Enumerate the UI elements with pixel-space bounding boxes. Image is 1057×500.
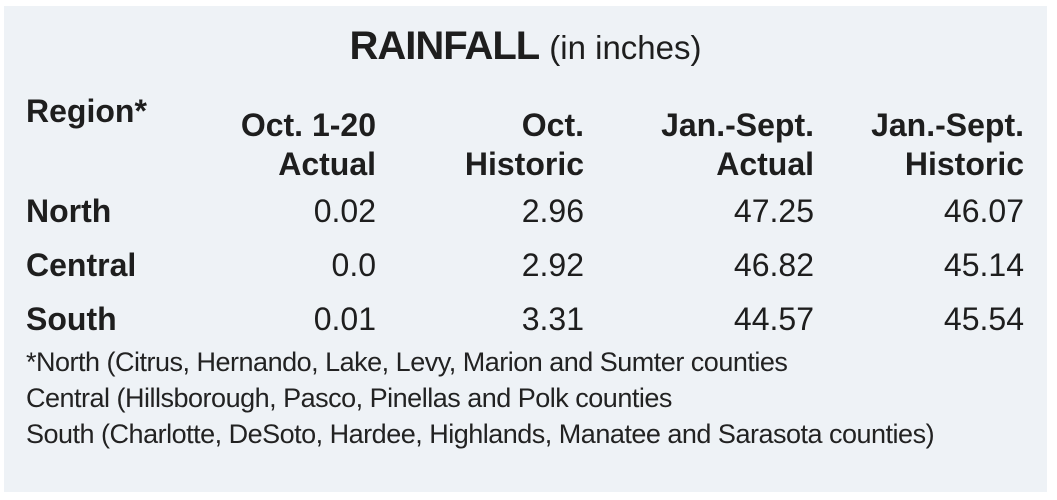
region-cell: North <box>26 193 112 229</box>
header-oct-historic: Oct. Historic <box>464 107 584 182</box>
footnotes: *North (Citrus, Hernando, Lake, Levy, Ma… <box>26 344 935 452</box>
oct-actual-cell: 0.02 <box>313 193 376 229</box>
table-row: North 0.02 2.96 47.25 46.07 <box>26 184 1024 238</box>
oct-actual-cell: 0.0 <box>331 247 376 283</box>
footnote-north: *North (Citrus, Hernando, Lake, Levy, Ma… <box>26 347 788 377</box>
jan-sept-actual-cell: 47.25 <box>733 193 814 229</box>
rainfall-table: Region* Oct. 1-20 Actual Oct. Historic J… <box>26 92 1024 346</box>
title-units: (in inches) <box>549 29 702 66</box>
jan-sept-historic-cell: 45.54 <box>943 301 1024 337</box>
jan-sept-actual-cell: 46.82 <box>733 247 814 283</box>
header-region: Region* <box>26 93 147 129</box>
oct-actual-cell: 0.01 <box>313 301 376 337</box>
footnote-central: Central (Hillsborough, Pasco, Pinellas a… <box>26 383 672 413</box>
jan-sept-historic-cell: 45.14 <box>943 247 1024 283</box>
chart-title: RAINFALL (in inches) <box>4 24 1047 70</box>
region-cell: Central <box>26 247 137 283</box>
footnote-south: South (Charlotte, DeSoto, Hardee, Highla… <box>26 419 935 449</box>
table-row: Central 0.0 2.92 46.82 45.14 <box>26 238 1024 292</box>
title-main: RAINFALL <box>349 24 540 68</box>
jan-sept-actual-cell: 44.57 <box>733 301 814 337</box>
header-row: Region* Oct. 1-20 Actual Oct. Historic J… <box>26 92 1024 184</box>
region-cell: South <box>26 301 117 337</box>
header-oct-actual: Oct. 1-20 Actual <box>240 107 376 182</box>
oct-historic-cell: 2.92 <box>521 247 584 283</box>
header-jan-sept-actual: Jan.-Sept. Actual <box>661 107 814 182</box>
table-row: South 0.01 3.31 44.57 45.54 <box>26 292 1024 346</box>
jan-sept-historic-cell: 46.07 <box>943 193 1024 229</box>
oct-historic-cell: 2.96 <box>521 193 584 229</box>
header-jan-sept-historic: Jan.-Sept. Historic <box>871 107 1024 182</box>
oct-historic-cell: 3.31 <box>521 301 584 337</box>
rainfall-panel: RAINFALL (in inches) Region* Oct. 1-20 A… <box>4 6 1047 492</box>
